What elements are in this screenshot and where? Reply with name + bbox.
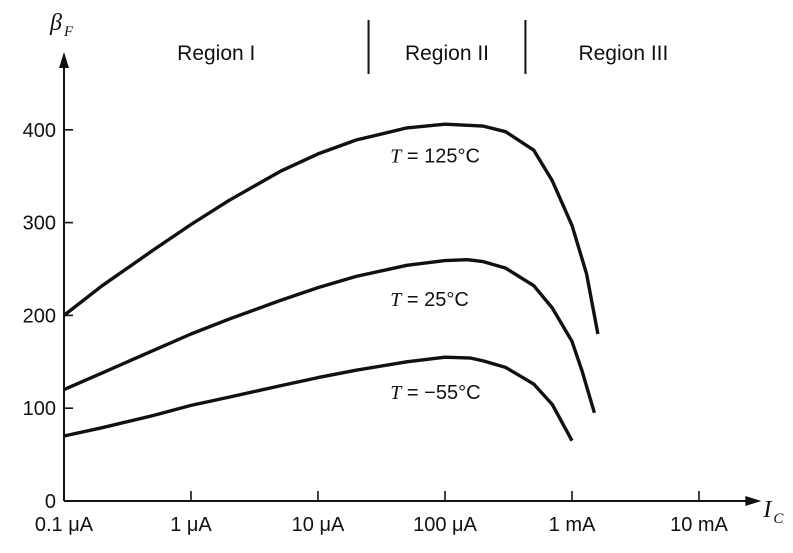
series-label: T = 25°C xyxy=(390,289,469,311)
series-label-symbol: T xyxy=(390,145,403,167)
series-label-symbol: T xyxy=(390,289,403,311)
y-tick-label: 300 xyxy=(23,213,56,235)
x-tick-label: 1 mA xyxy=(549,514,596,536)
series-label-symbol: T xyxy=(390,382,403,404)
region-label: Region II xyxy=(405,42,489,65)
region-label: Region I xyxy=(177,42,255,65)
series-line xyxy=(63,355,574,442)
x-axis-label-subscript: C xyxy=(773,511,784,527)
labels-group: T = 125°CT = 25°CT = −55°C xyxy=(390,145,480,404)
x-axis-arrow xyxy=(745,496,762,506)
series-line xyxy=(62,122,600,335)
x-tick-label: 100 μA xyxy=(413,514,477,536)
series-label-value: = 25°C xyxy=(401,289,468,311)
x-tick-label: 10 μA xyxy=(292,514,345,536)
region-label: Region III xyxy=(578,42,668,65)
y-tick-label: 0 xyxy=(45,491,56,513)
y-tick-label: 400 xyxy=(23,120,56,142)
x-tick-label: 10 mA xyxy=(670,514,728,536)
y-axis-label: β xyxy=(49,10,62,36)
y-axis-label-subscript: F xyxy=(63,24,74,40)
y-tick-label: 100 xyxy=(23,398,56,420)
x-tick-label: 0.1 μA xyxy=(35,514,94,536)
series-line xyxy=(63,258,597,414)
region-bands: Region I Region II Region III xyxy=(177,20,668,74)
series-label-value: = −55°C xyxy=(401,382,480,404)
series-label-value: = 125°C xyxy=(401,145,480,167)
x-axis-label: I xyxy=(762,497,772,523)
y-tick-label: 200 xyxy=(23,305,56,327)
y-axis-arrow xyxy=(59,52,69,68)
axes: 0 100 200 300 400 0.1 μA 1 μA 10 μA 100 μA 1 mA 10… xyxy=(23,10,785,536)
x-tick-label: 1 μA xyxy=(170,514,212,536)
series-label: T = 125°C xyxy=(390,145,480,167)
series-label: T = −55°C xyxy=(390,382,480,404)
series-group xyxy=(62,122,600,442)
